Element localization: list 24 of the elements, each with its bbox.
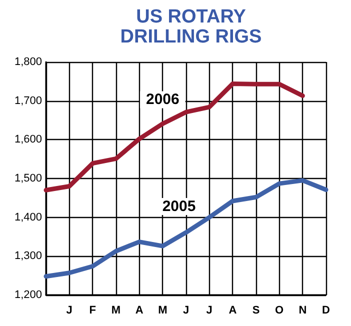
y-tick-label: 1,800 <box>14 56 42 68</box>
series-label: 2005 <box>162 198 196 215</box>
series-label: 2006 <box>146 91 180 108</box>
x-tick-label: A <box>228 304 237 316</box>
line-series <box>44 178 328 279</box>
x-tick-label: N <box>298 304 307 316</box>
y-tick-label: 1,500 <box>14 172 42 184</box>
y-tick-label: 1,400 <box>14 211 42 224</box>
y-tick-label: 1,700 <box>14 94 42 107</box>
x-tick-label: O <box>275 304 284 316</box>
x-tick-label: M <box>158 304 168 316</box>
y-tick-label: 1,300 <box>14 250 42 262</box>
x-tick-label: A <box>135 304 144 316</box>
y-tick-label: 1,200 <box>14 289 42 301</box>
x-tick-label: J <box>206 304 212 316</box>
chart-title: US ROTARY DRILLING RIGS <box>120 6 262 48</box>
line-series <box>44 81 305 192</box>
x-tick-label: M <box>111 304 121 316</box>
x-tick-label: J <box>182 304 190 316</box>
x-tick-label: F <box>89 304 96 316</box>
x-tick-label: J <box>66 304 72 316</box>
y-tick-label: 1,600 <box>14 134 42 146</box>
x-tick-label: S <box>252 304 260 316</box>
x-tick-label: D <box>322 304 330 316</box>
